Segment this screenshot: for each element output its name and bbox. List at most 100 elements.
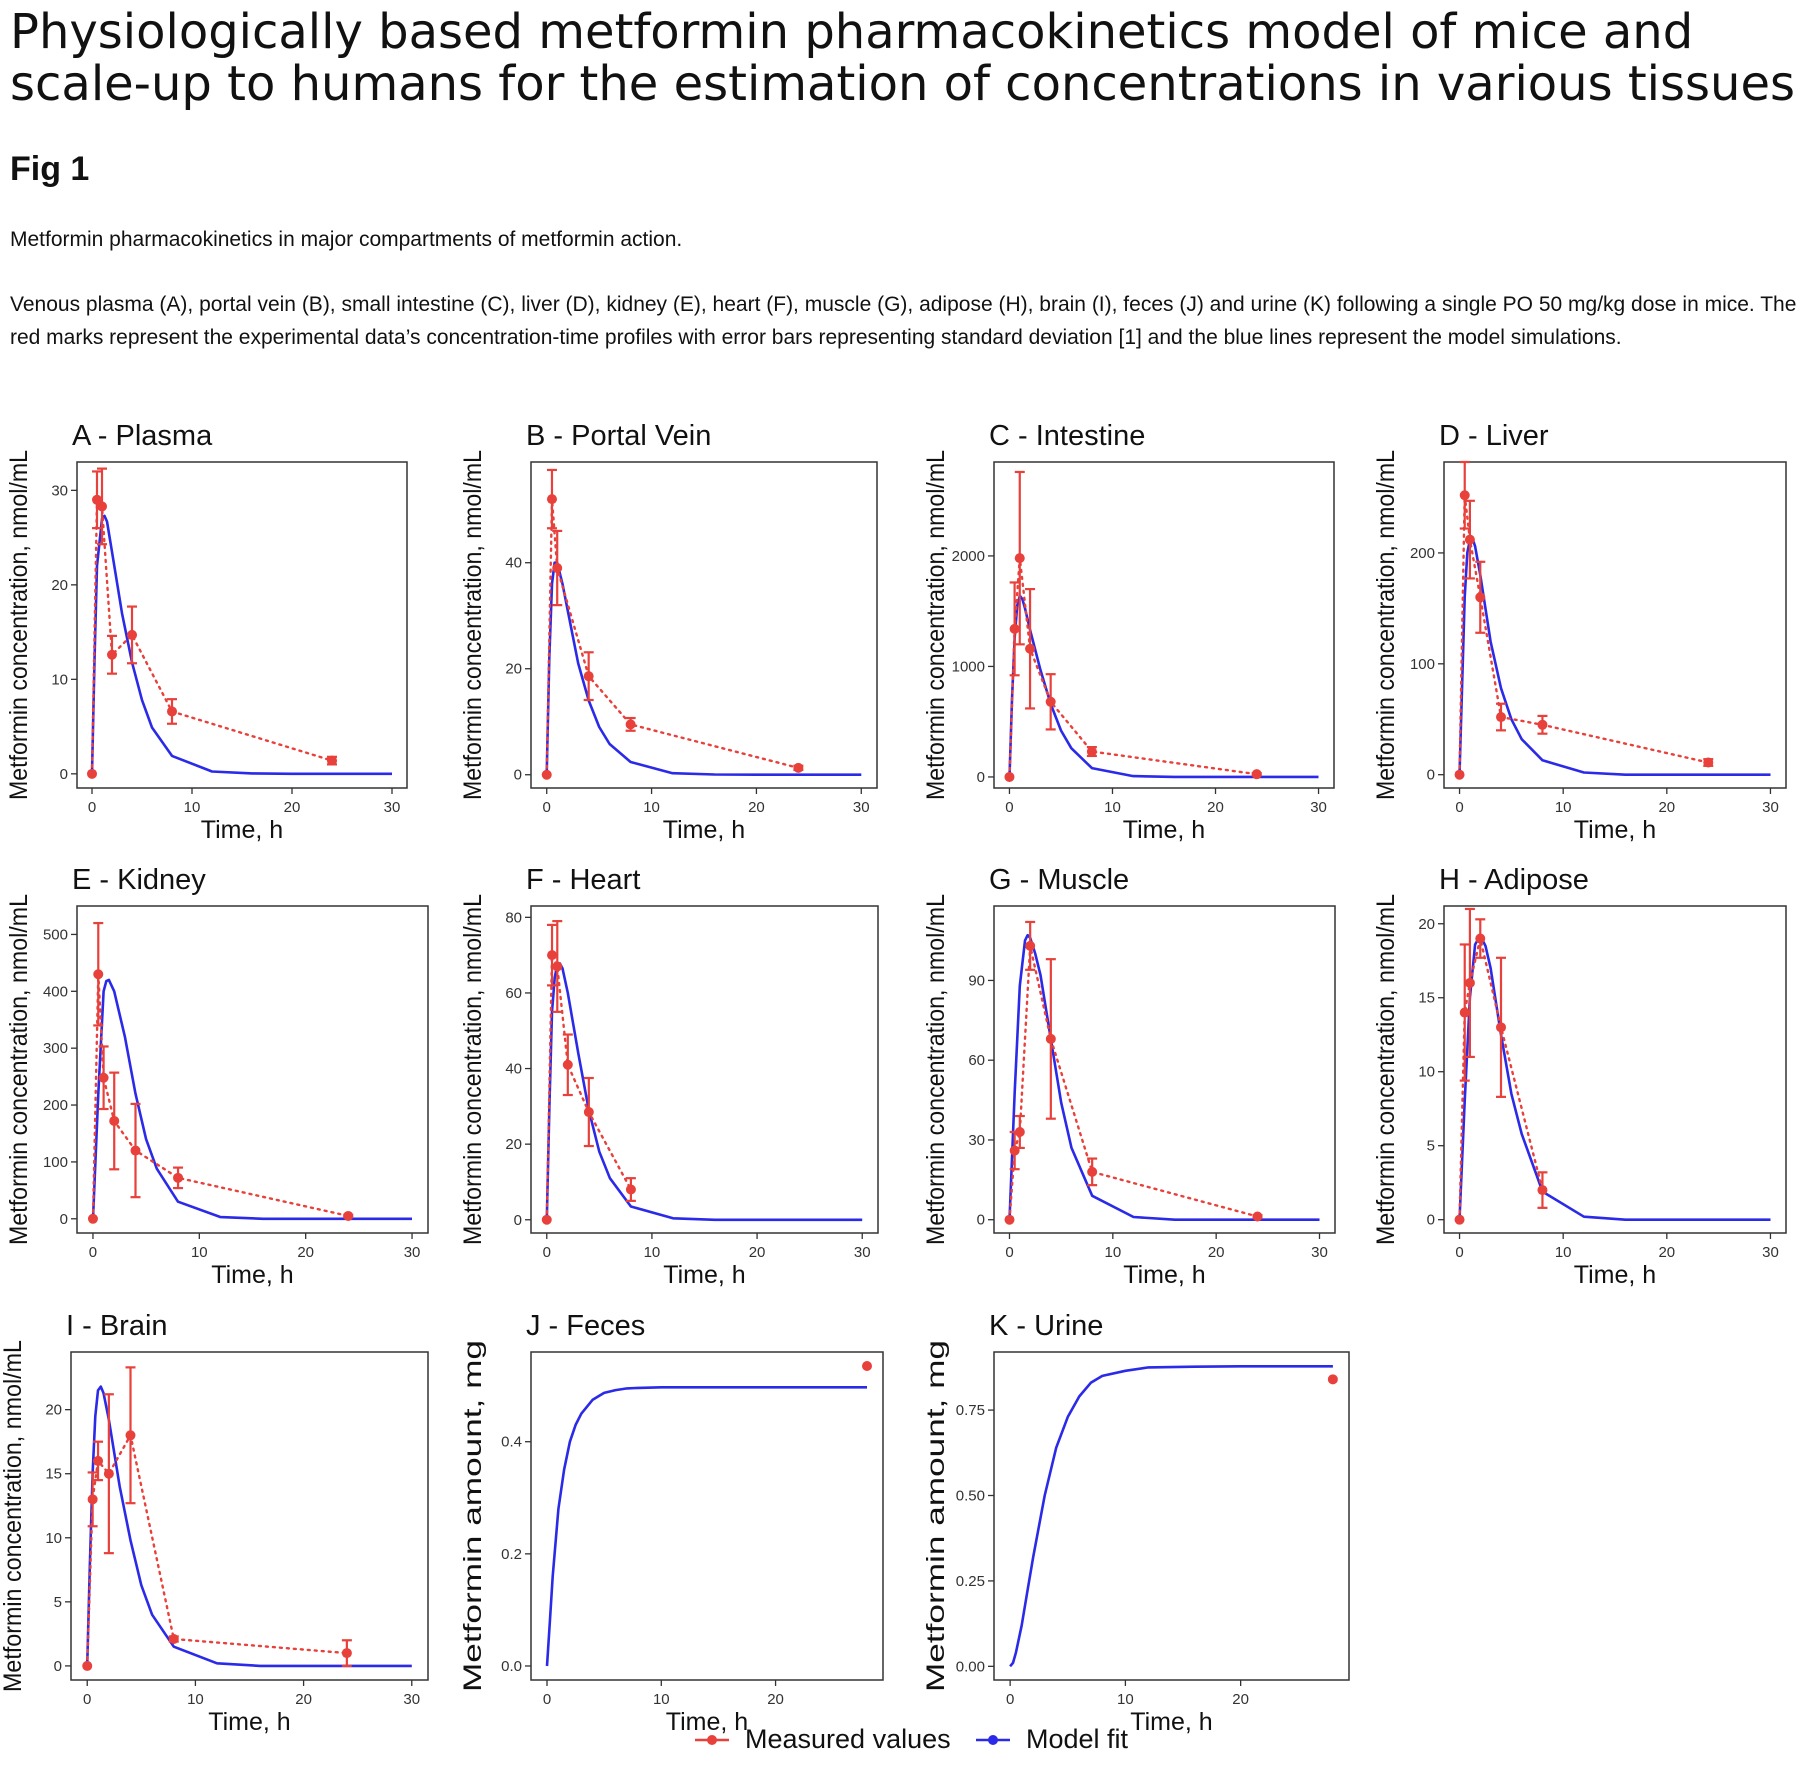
y-tick-label: 10 — [1418, 1064, 1435, 1081]
x-tick-label: 30 — [384, 799, 401, 816]
y-tick-label: 400 — [43, 983, 68, 1000]
measured-point — [1459, 490, 1470, 501]
chart-title: J - Feces — [526, 1310, 645, 1342]
x-tick-label: 30 — [854, 1244, 871, 1261]
measured-point — [87, 768, 97, 779]
x-tick-label: 30 — [1310, 799, 1327, 816]
y-tick-label: 0.00 — [956, 1658, 985, 1675]
legend-label: Model fit — [1026, 1724, 1129, 1754]
model-fit-line — [1458, 537, 1771, 777]
y-tick-label: 15 — [1418, 990, 1435, 1007]
chart-panel-c: C - Intestine 0 10 20 30 0 1000 2000 Time, h Metf… — [922, 420, 1335, 844]
measured-point — [98, 1072, 109, 1083]
x-tick-label: 0 — [1455, 1244, 1463, 1261]
y-tick-label: 0.2 — [501, 1546, 522, 1563]
x-tick-label: 10 — [1117, 1691, 1134, 1708]
y-axis-label: Metformin concentration, nmol/mL — [5, 450, 33, 800]
chart-panel-g: G - Muscle 0 10 20 30 0 30 60 90 Time, h Metformin… — [922, 864, 1336, 1289]
x-tick-label: 30 — [1311, 1244, 1328, 1261]
measured-point — [1251, 769, 1262, 780]
measured-line — [85, 1431, 349, 1668]
y-axis-label: Metformin amount, mg — [922, 1340, 950, 1692]
y-tick-label: 20 — [505, 661, 522, 678]
plot-frame — [993, 905, 1336, 1234]
measured-point — [343, 1210, 354, 1221]
measured-line — [1008, 557, 1258, 779]
page-title: Physiologically based metformin pharmaco… — [10, 4, 1795, 112]
y-tick-label: 15 — [45, 1466, 62, 1483]
y-tick-label: 500 — [43, 926, 68, 943]
y-tick-label: 10 — [51, 671, 68, 688]
measured-point — [341, 1648, 352, 1659]
measured-point — [1464, 534, 1475, 545]
y-tick-label: 0.75 — [956, 1402, 985, 1419]
measured-point — [1025, 643, 1036, 654]
y-tick-label: 0 — [1427, 1212, 1435, 1229]
x-tick-label: 20 — [749, 1244, 766, 1261]
chart-title: H - Adipose — [1439, 864, 1589, 896]
y-tick-label: 40 — [505, 555, 522, 572]
y-tick-label: 60 — [505, 985, 522, 1002]
x-tick-label: 0 — [88, 799, 96, 816]
measured-point — [109, 1115, 120, 1126]
plot-frame — [70, 1351, 429, 1681]
x-tick-label: 10 — [1104, 799, 1121, 816]
measured-line — [545, 499, 800, 776]
y-tick-label: 0 — [514, 1212, 522, 1229]
x-tick-label: 20 — [297, 1244, 314, 1261]
measured-point — [562, 1059, 573, 1070]
chart-title: G - Muscle — [989, 864, 1129, 896]
plot-frame — [993, 1351, 1350, 1681]
measured-point — [862, 1361, 872, 1372]
y-axis-label: Metformin concentration, nmol/mL — [459, 450, 487, 800]
measured-point — [127, 629, 137, 640]
x-tick-label: 10 — [187, 1691, 204, 1708]
measured-point — [1454, 769, 1465, 780]
measured-point — [1045, 1033, 1056, 1044]
measured-line — [1458, 495, 1710, 776]
measured-point — [1014, 1126, 1025, 1137]
y-tick-label: 100 — [1410, 656, 1435, 673]
measured-point — [1459, 1007, 1470, 1018]
figure-caption: Venous plasma (A), portal vein (B), smal… — [10, 293, 1797, 349]
measured-point — [1014, 553, 1025, 564]
x-axis-label: Time, h — [663, 1261, 745, 1289]
y-tick-label: 5 — [54, 1594, 62, 1611]
x-tick-label: 20 — [295, 1691, 312, 1708]
measured-point — [1025, 940, 1036, 951]
measured-point — [1045, 696, 1056, 707]
plot-frame — [1443, 905, 1787, 1234]
measured-point — [541, 769, 552, 780]
measured-point — [1009, 623, 1020, 634]
x-tick-label: 0 — [543, 1244, 551, 1261]
x-axis-label: Time, h — [1123, 1261, 1205, 1289]
chart-title: E - Kidney — [72, 864, 206, 896]
plot-frame — [1443, 461, 1787, 789]
measured-point — [1496, 1022, 1506, 1033]
model-fit-line — [1458, 934, 1771, 1221]
y-axis-label: Metformin concentration, nmol/mL — [922, 894, 950, 1245]
y-tick-label: 0.25 — [956, 1573, 985, 1590]
model-fit-line — [1008, 594, 1319, 779]
chart-panel-j: J - Feces 0 10 20 0.0 0.2 0.4 Time, h Metformin … — [459, 1310, 884, 1736]
model-fit-line — [85, 1385, 412, 1668]
x-tick-label: 10 — [1104, 1244, 1121, 1261]
measured-point — [327, 755, 337, 766]
y-tick-label: 60 — [968, 1052, 985, 1069]
measured-line — [1458, 938, 1544, 1221]
measured-point — [583, 671, 594, 682]
y-tick-label: 200 — [1410, 545, 1435, 562]
x-tick-label: 20 — [1658, 1244, 1675, 1261]
measured-point — [1464, 977, 1475, 988]
x-tick-label: 30 — [404, 1244, 421, 1261]
x-tick-label: 0 — [1006, 1691, 1014, 1708]
measured-point — [168, 1634, 179, 1644]
x-tick-label: 30 — [1762, 799, 1779, 816]
y-tick-label: 20 — [45, 1402, 62, 1419]
model-fit-line — [545, 962, 863, 1222]
measured-point — [546, 494, 557, 505]
chart-title: D - Liver — [1439, 420, 1549, 452]
chart-panel-f: F - Heart 0 10 20 30 0 20 40 60 80 Time, h Metformi… — [459, 864, 879, 1289]
x-axis-label: Time, h — [666, 1708, 748, 1736]
chart-panel-b: B - Portal Vein 0 10 20 30 0 20 40 Time, h Metfor… — [459, 420, 878, 844]
